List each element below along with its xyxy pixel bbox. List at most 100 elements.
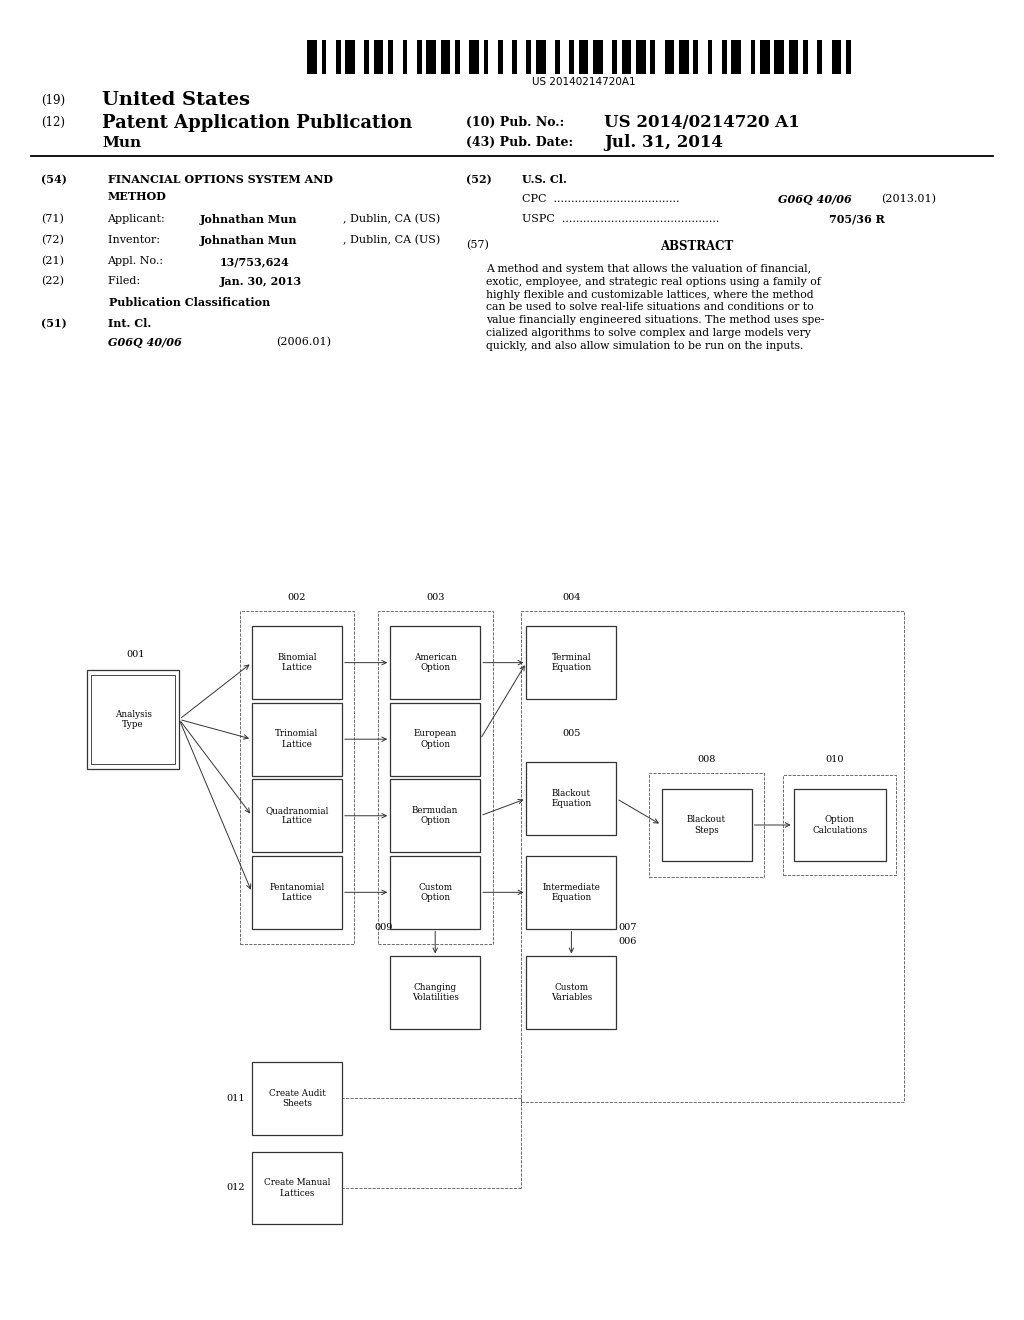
Bar [622, 40, 632, 74]
Bar [526, 855, 616, 929]
Bar [526, 763, 616, 836]
Bar [417, 40, 422, 74]
Bar [378, 610, 493, 945]
Text: Option
Calculations: Option Calculations [812, 816, 867, 834]
Text: (43) Pub. Date:: (43) Pub. Date: [466, 136, 573, 149]
Text: 012: 012 [226, 1184, 245, 1192]
Bar [252, 702, 342, 776]
Bar [794, 789, 886, 862]
Bar [521, 610, 904, 1101]
Text: (71): (71) [41, 214, 63, 224]
Bar [390, 855, 480, 929]
Bar [593, 40, 603, 74]
Text: 011: 011 [226, 1094, 245, 1102]
Text: Custom
Variables: Custom Variables [551, 983, 592, 1002]
Text: United States: United States [102, 91, 251, 110]
Text: Intermediate
Equation: Intermediate Equation [543, 883, 600, 902]
Bar [751, 40, 756, 74]
Bar [390, 702, 480, 776]
Text: Johnathan Mun: Johnathan Mun [200, 214, 297, 224]
Text: CPC  ....................................: CPC .................................... [522, 194, 680, 205]
Text: (54): (54) [41, 174, 67, 185]
Text: Trinomial
Lattice: Trinomial Lattice [275, 730, 318, 748]
Text: (22): (22) [41, 276, 63, 286]
Text: Create Manual
Lattices: Create Manual Lattices [264, 1179, 330, 1197]
Bar [390, 627, 480, 700]
Text: Changing
Volatilities: Changing Volatilities [412, 983, 459, 1002]
Text: Int. Cl.: Int. Cl. [108, 318, 151, 329]
Bar [388, 40, 393, 74]
Text: Custom
Option: Custom Option [418, 883, 453, 902]
Bar [774, 40, 784, 74]
Bar [612, 40, 617, 74]
Bar [240, 610, 354, 945]
Bar [365, 40, 370, 74]
Bar [91, 675, 175, 763]
Text: (12): (12) [41, 116, 65, 129]
Text: 001: 001 [126, 649, 144, 659]
Text: 13/753,624: 13/753,624 [220, 256, 290, 267]
Bar [679, 40, 688, 74]
Text: Appl. No.:: Appl. No.: [108, 256, 171, 267]
Bar [390, 779, 480, 853]
Text: (2013.01): (2013.01) [881, 194, 936, 205]
Bar [402, 40, 408, 74]
Bar [498, 40, 503, 74]
Text: Bermudan
Option: Bermudan Option [412, 807, 459, 825]
Bar [345, 40, 355, 74]
Text: 004: 004 [562, 593, 581, 602]
Bar [783, 776, 896, 875]
Text: 010: 010 [825, 755, 844, 764]
Text: 007: 007 [618, 923, 637, 932]
Bar [426, 40, 436, 74]
Text: Pentanomial
Lattice: Pentanomial Lattice [269, 883, 325, 902]
Text: (52): (52) [466, 174, 492, 185]
Text: (19): (19) [41, 94, 66, 107]
Bar [322, 40, 327, 74]
Text: Create Audit
Sheets: Create Audit Sheets [268, 1089, 326, 1107]
Text: 003: 003 [426, 593, 444, 602]
Bar [650, 40, 655, 74]
Text: US 20140214720A1: US 20140214720A1 [531, 77, 636, 87]
Text: 009: 009 [375, 923, 393, 932]
Bar [569, 40, 574, 74]
Bar [483, 40, 488, 74]
Text: Inventor:: Inventor: [108, 235, 170, 246]
Text: (10) Pub. No.:: (10) Pub. No.: [466, 116, 564, 129]
Text: G06Q 40/06: G06Q 40/06 [778, 194, 852, 205]
Bar [390, 956, 480, 1030]
Text: A method and system that allows the valuation of financial,
exotic, employee, an: A method and system that allows the valu… [486, 264, 824, 351]
Text: European
Option: European Option [414, 730, 457, 748]
Bar [307, 40, 316, 74]
Bar [662, 789, 752, 862]
Text: Filed:: Filed: [108, 276, 164, 286]
Bar [579, 40, 589, 74]
Text: Applicant:: Applicant: [108, 214, 172, 224]
Bar [252, 627, 342, 700]
Bar [252, 779, 342, 853]
Bar [374, 40, 383, 74]
Bar [555, 40, 560, 74]
Bar [788, 40, 798, 74]
Text: 008: 008 [697, 755, 716, 764]
Bar [760, 40, 770, 74]
Text: (2006.01): (2006.01) [276, 337, 332, 347]
Bar [649, 772, 764, 878]
Bar [536, 40, 546, 74]
Bar [526, 627, 616, 700]
Bar [252, 1061, 342, 1134]
Text: G06Q 40/06: G06Q 40/06 [108, 337, 181, 347]
Text: American
Option: American Option [414, 653, 457, 672]
Bar [708, 40, 713, 74]
Bar [440, 40, 451, 74]
Text: FINANCIAL OPTIONS SYSTEM AND: FINANCIAL OPTIONS SYSTEM AND [108, 174, 333, 185]
Bar [846, 40, 851, 74]
Text: Patent Application Publication: Patent Application Publication [102, 114, 413, 132]
Text: Jan. 30, 2013: Jan. 30, 2013 [220, 276, 302, 286]
Text: Blackout
Steps: Blackout Steps [687, 816, 726, 834]
Text: 002: 002 [288, 593, 306, 602]
Bar [469, 40, 479, 74]
Bar [665, 40, 674, 74]
Bar [817, 40, 822, 74]
Bar [252, 1151, 342, 1225]
